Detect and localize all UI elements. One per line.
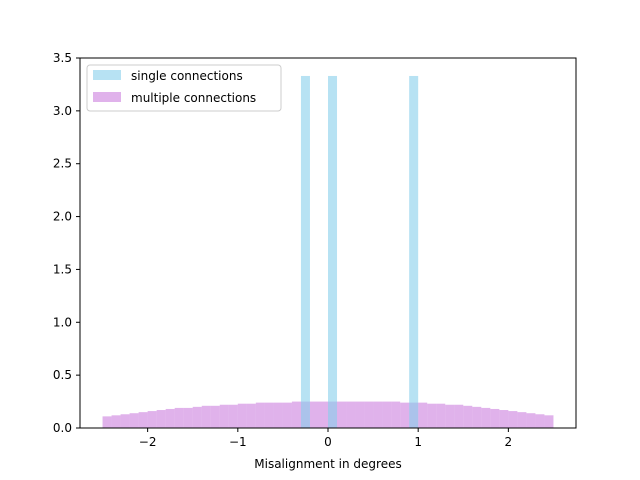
bar-multiple-connections-0 [102,416,112,428]
series-multiple-connections [102,401,554,428]
bar-multiple-connections-31 [382,401,392,428]
bar-single-connections-1 [328,75,338,428]
x-tick-label: 2 [505,435,513,449]
bar-multiple-connections-36 [427,403,437,428]
y-tick-label: 3.5 [53,51,72,65]
bar-multiple-connections-39 [454,404,464,428]
bar-multiple-connections-17 [255,402,265,428]
bar-multiple-connections-33 [400,402,410,428]
bar-multiple-connections-32 [391,401,401,428]
bar-multiple-connections-49 [544,415,554,428]
bar-multiple-connections-45 [508,411,518,428]
bar-multiple-connections-13 [219,404,229,428]
legend-swatch-single-connections [93,70,121,80]
bar-multiple-connections-26 [337,401,347,428]
y-tick-label: 0.0 [53,421,72,435]
bar-multiple-connections-40 [463,405,473,428]
x-tick-label: −1 [229,435,247,449]
bar-multiple-connections-42 [481,407,491,428]
bar-single-connections-2 [409,75,419,428]
bar-multiple-connections-38 [445,404,455,428]
bar-multiple-connections-8 [174,407,184,428]
y-axis-ticks: 0.0 0.5 1.0 1.5 2.0 2.5 3.0 3.5 [53,51,80,435]
bar-multiple-connections-14 [228,404,238,428]
bar-multiple-connections-35 [418,402,428,428]
bar-multiple-connections-37 [436,403,446,428]
bar-multiple-connections-27 [346,401,356,428]
bar-multiple-connections-12 [210,405,220,428]
bar-multiple-connections-28 [355,401,365,428]
bar-multiple-connections-7 [165,408,175,428]
bar-multiple-connections-48 [535,414,545,428]
bar-multiple-connections-15 [237,403,247,428]
x-axis-ticks: −2 −1 0 1 2 [139,428,512,449]
y-tick-label: 1.5 [53,262,72,276]
y-tick-label: 0.5 [53,368,72,382]
bar-multiple-connections-18 [264,402,274,428]
bar-multiple-connections-41 [472,406,482,428]
y-tick-label: 2.5 [53,157,72,171]
bar-multiple-connections-2 [120,414,130,428]
bar-multiple-connections-11 [201,405,211,428]
bar-multiple-connections-24 [318,401,328,428]
bar-multiple-connections-30 [373,401,383,428]
y-tick-label: 2.0 [53,210,72,224]
x-tick-label: −2 [139,435,157,449]
bar-multiple-connections-3 [129,413,139,428]
bar-multiple-connections-44 [499,410,509,428]
bar-multiple-connections-29 [364,401,374,428]
legend-label-single-connections: single connections [131,69,243,83]
bar-multiple-connections-6 [156,410,166,428]
bar-single-connections-0 [300,75,310,428]
legend-box [86,64,282,112]
bar-multiple-connections-1 [111,415,121,428]
x-tick-label: 1 [414,435,422,449]
legend-swatch-multiple-connections [93,92,121,102]
x-axis-label: Misalignment in degrees [254,457,401,471]
bar-multiple-connections-4 [138,412,148,428]
legend-label-multiple-connections: multiple connections [131,91,256,105]
series-single-connections [300,75,419,428]
bar-multiple-connections-23 [309,401,319,428]
bar-multiple-connections-10 [192,406,202,428]
bar-multiple-connections-46 [517,412,527,428]
bar-multiple-connections-9 [183,407,193,428]
y-tick-label: 3.0 [53,104,72,118]
bar-multiple-connections-20 [282,402,292,428]
x-tick-label: 0 [324,435,332,449]
bar-multiple-connections-47 [526,413,536,428]
y-tick-label: 1.0 [53,315,72,329]
bar-multiple-connections-16 [246,403,256,428]
legend: single connections multiple connections [86,64,282,112]
bar-multiple-connections-19 [273,402,283,428]
bar-multiple-connections-43 [490,408,500,428]
bar-multiple-connections-5 [147,411,157,428]
bar-multiple-connections-21 [291,401,301,428]
